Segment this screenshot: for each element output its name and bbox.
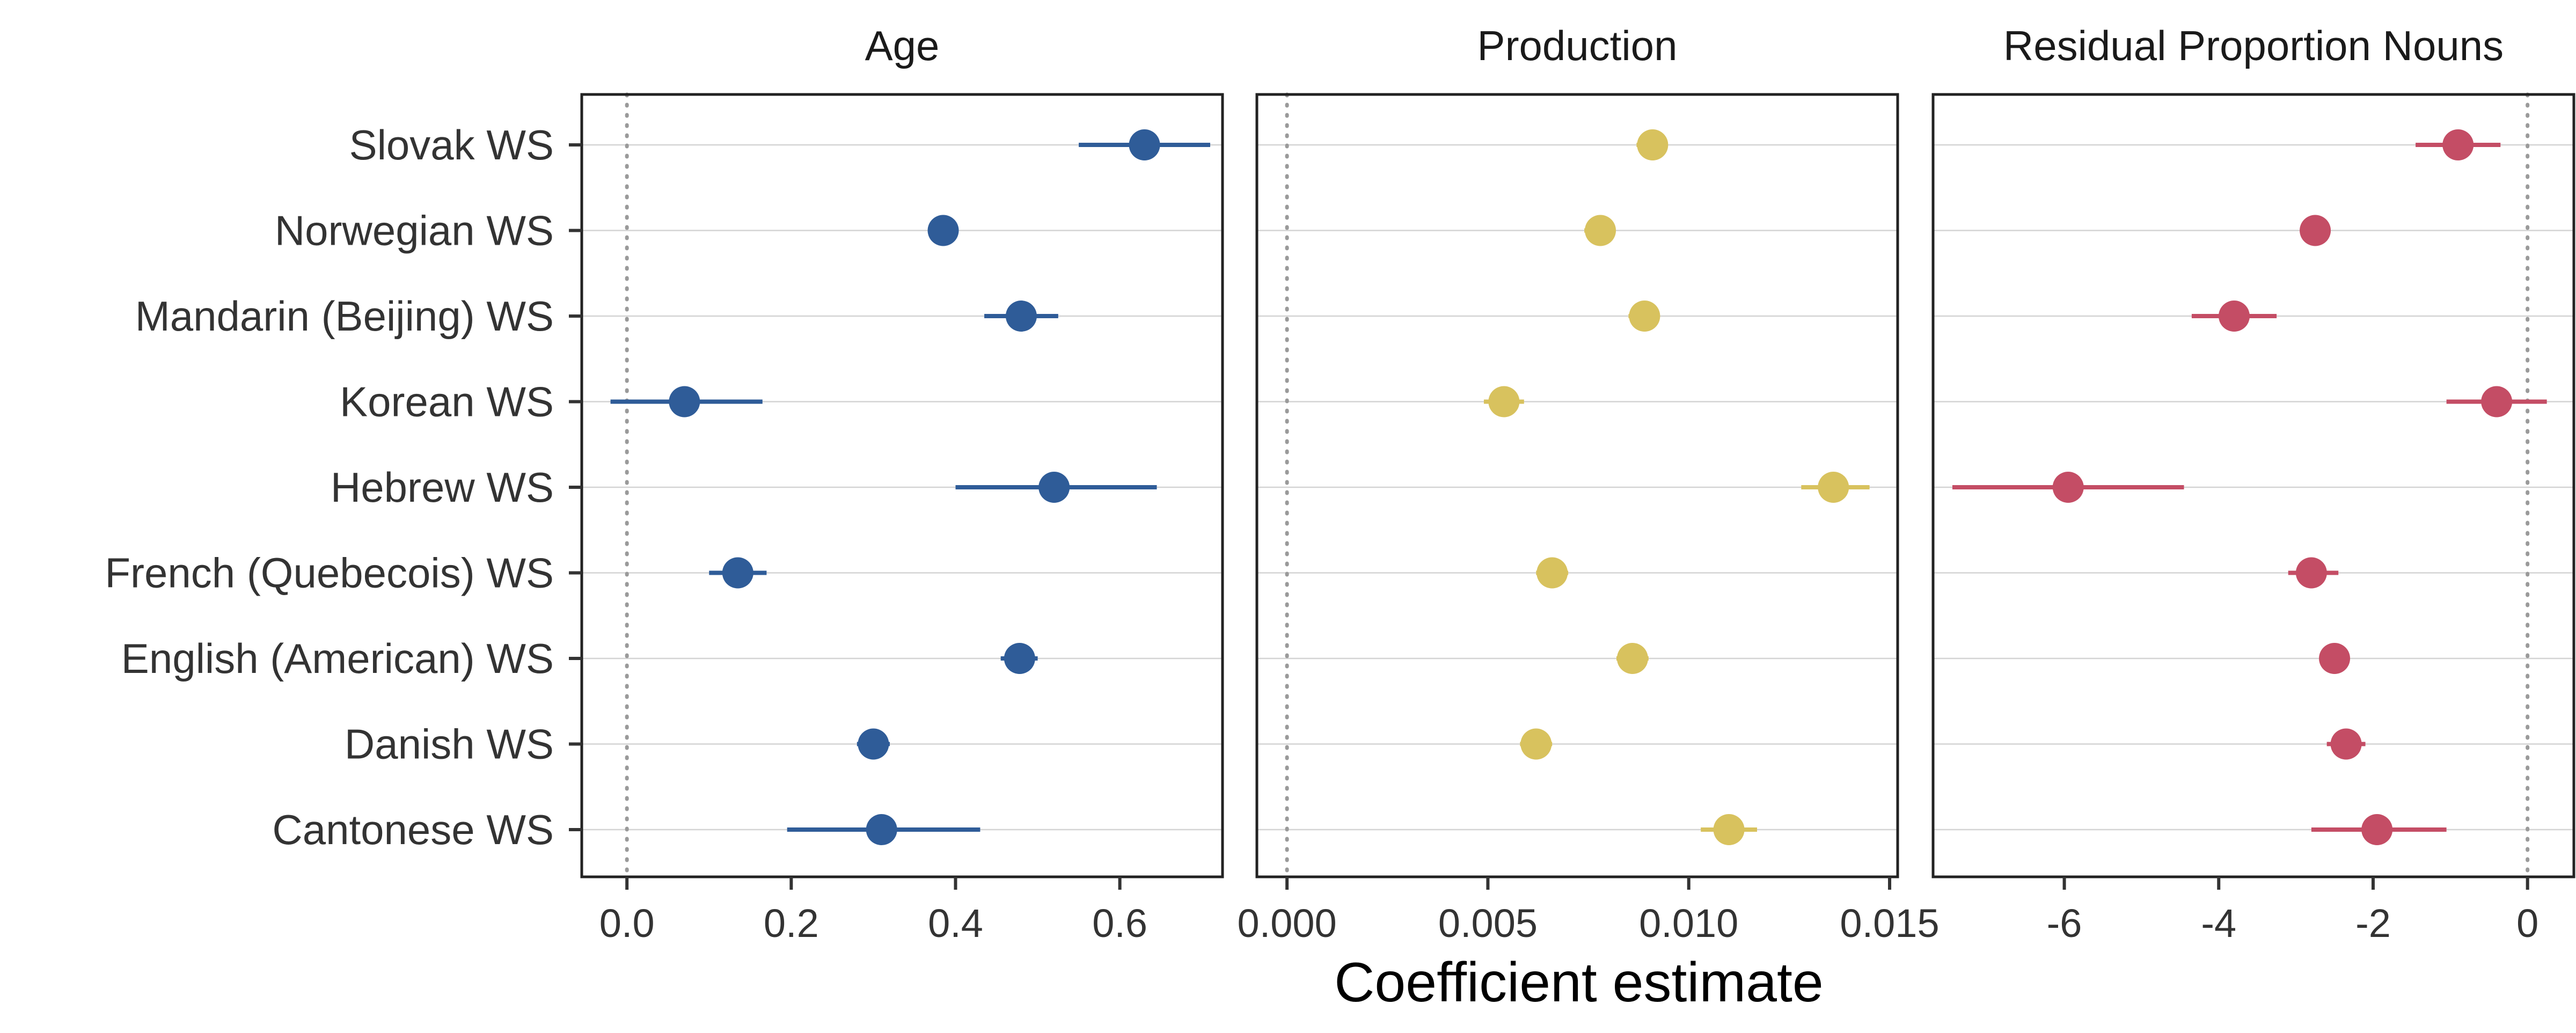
data-point [1629,301,1660,332]
y-tick-label: French (Quebecois) WS [105,550,554,597]
panel-production: Production 0.000 0.005 0.010 0.015 [1238,22,1940,946]
x-tick-label: 0.6 [1092,901,1147,946]
y-tick-label: Slovak WS [349,121,554,168]
data-point [1818,472,1849,503]
data-point [2361,814,2393,845]
data-point [2481,386,2513,417]
y-tick-label: Cantonese WS [272,806,554,853]
panel-title: Residual Proportion Nouns [2003,22,2504,69]
x-tick-label: -6 [2047,901,2082,946]
data-point [2319,643,2351,674]
x-tick-label: 0.000 [1238,901,1337,946]
data-point [1488,386,1520,417]
x-tick-label: 0.005 [1438,901,1538,946]
data-point [2330,728,2362,760]
data-point [2300,215,2331,246]
data-point [1004,643,1035,674]
y-tick-label: Korean WS [340,378,554,426]
panel-title: Production [1477,22,1678,69]
data-point [2052,472,2084,503]
data-point [669,386,700,417]
data-point [1536,557,1568,589]
data-point [722,557,753,589]
data-point [927,215,959,246]
y-tick-label: Hebrew WS [331,464,554,511]
x-tick-label: 0.010 [1639,901,1738,946]
data-point [1713,814,1745,845]
y-tick-label: English (American) WS [121,635,554,682]
data-point [2442,129,2474,160]
y-tick-label: Mandarin (Beijing) WS [135,292,554,340]
panel-residual-proportion-nouns: Residual Proportion Nouns -6 -4 -2 0 [1931,22,2575,946]
data-point [1616,643,1648,674]
y-tick-label: Danish WS [345,721,554,768]
data-point [1637,129,1668,160]
data-point [866,814,897,845]
panel-border [1255,93,1899,878]
data-point [1585,215,1616,246]
data-point [2219,301,2250,332]
panel-age: Age 0.0 0.2 0.4 0.6 [580,22,1224,946]
data-point [1520,728,1552,760]
data-point [1038,472,1070,503]
x-tick-label: -4 [2201,901,2236,946]
x-axis-title: Coefficient estimate [1334,951,1823,1014]
y-tick-label: Norwegian WS [275,207,554,254]
panel-border [1931,93,2575,878]
x-tick-label: 0 [2516,901,2538,946]
data-point [1005,301,1037,332]
x-tick-label: 0.0 [599,901,655,946]
x-tick-label: -2 [2355,901,2391,946]
panel-title: Age [865,22,940,69]
x-tick-label: 0.2 [764,901,819,946]
x-tick-label: 0.015 [1840,901,1939,946]
data-point [858,728,889,760]
x-tick-label: 0.4 [928,901,983,946]
data-point [2295,557,2327,589]
data-point [1129,129,1160,160]
